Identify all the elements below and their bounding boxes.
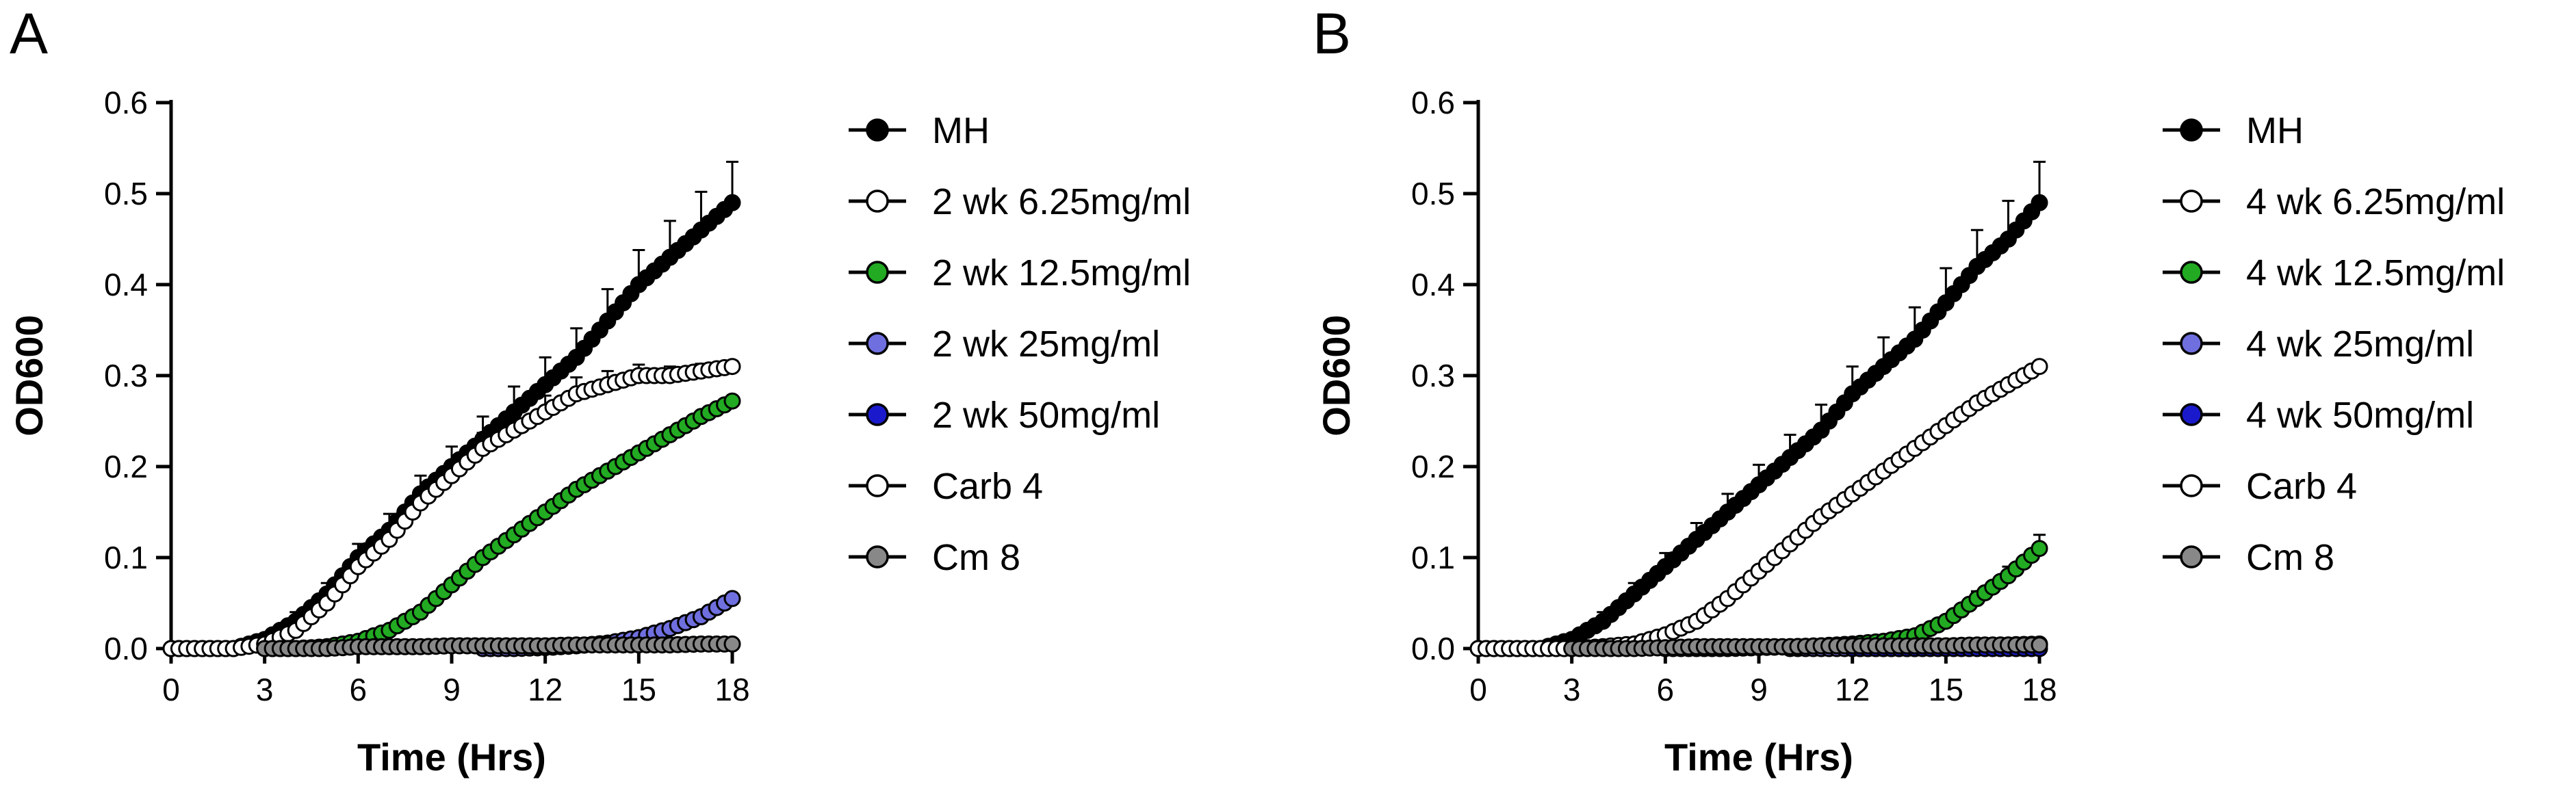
panel-a-data-point	[723, 392, 741, 410]
panel-b-legend-item: MH	[2163, 110, 2304, 151]
panel-b-legend-marker	[2180, 474, 2203, 497]
panel-a-y-tick-label: 0.6	[104, 85, 148, 120]
panel-a-series-line	[171, 365, 733, 650]
panel-b-legend-item: 4 wk 50mg/ml	[2163, 395, 2474, 436]
panel-a-legend-marker	[866, 332, 889, 355]
panel-a-legend-item: 2 wk 6.25mg/ml	[849, 181, 1191, 222]
panel-b-data-point	[2031, 358, 2048, 376]
panel-b-data-point	[2031, 194, 2048, 211]
panel-b-legend-label: Cm 8	[2246, 537, 2334, 578]
panel-a-legend-marker	[866, 261, 889, 284]
panel-b-letter: B	[1313, 1, 1351, 66]
panel-b-y-tick-label: 0.5	[1411, 176, 1455, 211]
panel-b-y-tick-label: 0.3	[1411, 358, 1455, 393]
panel-a-legend-item: Cm 8	[849, 537, 1020, 578]
panel-a-y-tick-label: 0.1	[104, 540, 148, 575]
panel-b-y-tick-label: 0.0	[1411, 631, 1455, 666]
panel-b-x-tick-label: 6	[1657, 672, 1675, 707]
panel-b-y-tick-label: 0.2	[1411, 449, 1455, 484]
panel-a: A 0.0 0.1 0.2 0.3 0.4 0.5 0.6 0 3 6 9 12 15 18 Time (Hr…	[8, 1, 1191, 779]
panel-a-legend-marker	[866, 403, 889, 426]
panel-a-legend-item: 2 wk 12.5mg/ml	[849, 252, 1191, 293]
panel-a-legend-label: 2 wk 25mg/ml	[932, 324, 1160, 365]
panel-b-data-point	[2031, 540, 2048, 558]
panel-a-legend-label: 2 wk 6.25mg/ml	[932, 181, 1191, 222]
panel-b-legend-marker	[2180, 190, 2203, 213]
panel-b: B 0.0 0.1 0.2 0.3 0.4 0.5 0.6 0 3 6 9 12 15 18 Time (Hr…	[1313, 1, 2505, 779]
panel-a-y-tick-label: 0.3	[104, 358, 148, 393]
panel-a-legend-marker	[866, 190, 889, 213]
panel-b-legend-label: MH	[2246, 110, 2304, 151]
panel-b-y-tick-label: 0.6	[1411, 85, 1455, 120]
panel-b-y-tick-label: 0.1	[1411, 540, 1455, 575]
panel-b-legend-item: 4 wk 12.5mg/ml	[2163, 252, 2505, 293]
panel-b-x-tick-label: 15	[1929, 672, 1963, 707]
panel-b-series-6	[1563, 636, 2048, 657]
panel-a-legend-label: Cm 8	[932, 537, 1020, 578]
panel-b-data-point	[2031, 636, 2048, 654]
panel-a-legend-item: 2 wk 50mg/ml	[849, 395, 1160, 436]
panel-a-legend-item: MH	[849, 110, 990, 151]
panel-a-y-tick-label: 0.4	[104, 267, 148, 302]
panel-b-legend-marker	[2180, 403, 2203, 426]
panel-b-legend-label: Carb 4	[2246, 466, 2357, 507]
panel-a-y-tick-label: 0.0	[104, 631, 148, 666]
panel-b-x-axis-title: Time (Hrs)	[1664, 735, 1853, 779]
panel-b-y-tick-label: 0.4	[1411, 267, 1455, 302]
panel-a-x-tick-label: 0	[162, 672, 180, 707]
panel-a-y-axis-title: OD600	[8, 315, 51, 436]
panel-a-data-point	[723, 194, 741, 211]
panel-b-x-tick-label: 9	[1750, 672, 1768, 707]
panel-a-data-point	[723, 358, 741, 376]
panel-a-x-tick-label: 6	[350, 672, 368, 707]
panel-b-series-1	[1469, 358, 2048, 657]
panel-b-x-tick-label: 18	[2022, 672, 2057, 707]
panel-a-x-axis-title: Time (Hrs)	[357, 735, 546, 779]
panel-b-legend-label: 4 wk 12.5mg/ml	[2246, 252, 2505, 293]
panel-a-legend-label: Carb 4	[932, 466, 1043, 507]
panel-b-legend-label: 4 wk 25mg/ml	[2246, 324, 2474, 365]
panel-a-legend-item: Carb 4	[849, 466, 1043, 507]
panel-a-data-point	[723, 635, 741, 653]
panel-b-legend-item: Cm 8	[2163, 537, 2334, 578]
panel-a-legend-marker	[866, 474, 889, 497]
panel-b-x-tick-label: 3	[1563, 672, 1581, 707]
panel-a-legend-label: 2 wk 50mg/ml	[932, 395, 1160, 436]
panel-b-x-tick-label: 0	[1469, 672, 1487, 707]
panel-a-legend-label: MH	[932, 110, 990, 151]
panel-b-legend-item: 4 wk 25mg/ml	[2163, 324, 2474, 365]
panel-a-x-tick-label: 18	[714, 672, 749, 707]
panel-a-series-6	[256, 635, 741, 657]
panel-b-y-axis-title: OD600	[1315, 315, 1358, 436]
panel-b-legend-marker	[2180, 332, 2203, 355]
panel-a-letter: A	[10, 1, 48, 66]
panel-a-y-tick-label: 0.5	[104, 176, 148, 211]
panel-a-y-tick-label: 0.2	[104, 449, 148, 484]
panel-a-data-point	[723, 590, 741, 608]
panel-b-legend-item: 4 wk 6.25mg/ml	[2163, 181, 2505, 222]
panel-a-x-tick-label: 15	[621, 672, 656, 707]
panel-a-legend-marker	[866, 118, 889, 142]
panel-b-legend-marker	[2180, 545, 2203, 569]
panel-a-legend-item: 2 wk 25mg/ml	[849, 324, 1160, 365]
panel-b-legend-label: 4 wk 6.25mg/ml	[2246, 181, 2505, 222]
panel-a-legend-label: 2 wk 12.5mg/ml	[932, 252, 1191, 293]
panel-b-legend-label: 4 wk 50mg/ml	[2246, 395, 2474, 436]
panel-b-legend-marker	[2180, 261, 2203, 284]
panel-a-x-tick-label: 12	[528, 672, 563, 707]
panel-b-x-tick-label: 12	[1835, 672, 1870, 707]
panel-a-legend-marker	[866, 545, 889, 569]
panel-a-x-tick-label: 9	[443, 672, 461, 707]
panel-a-series-1	[162, 358, 741, 657]
panel-b-legend-item: Carb 4	[2163, 466, 2357, 507]
panel-b-legend-marker	[2180, 118, 2203, 142]
panel-a-x-tick-label: 3	[256, 672, 274, 707]
